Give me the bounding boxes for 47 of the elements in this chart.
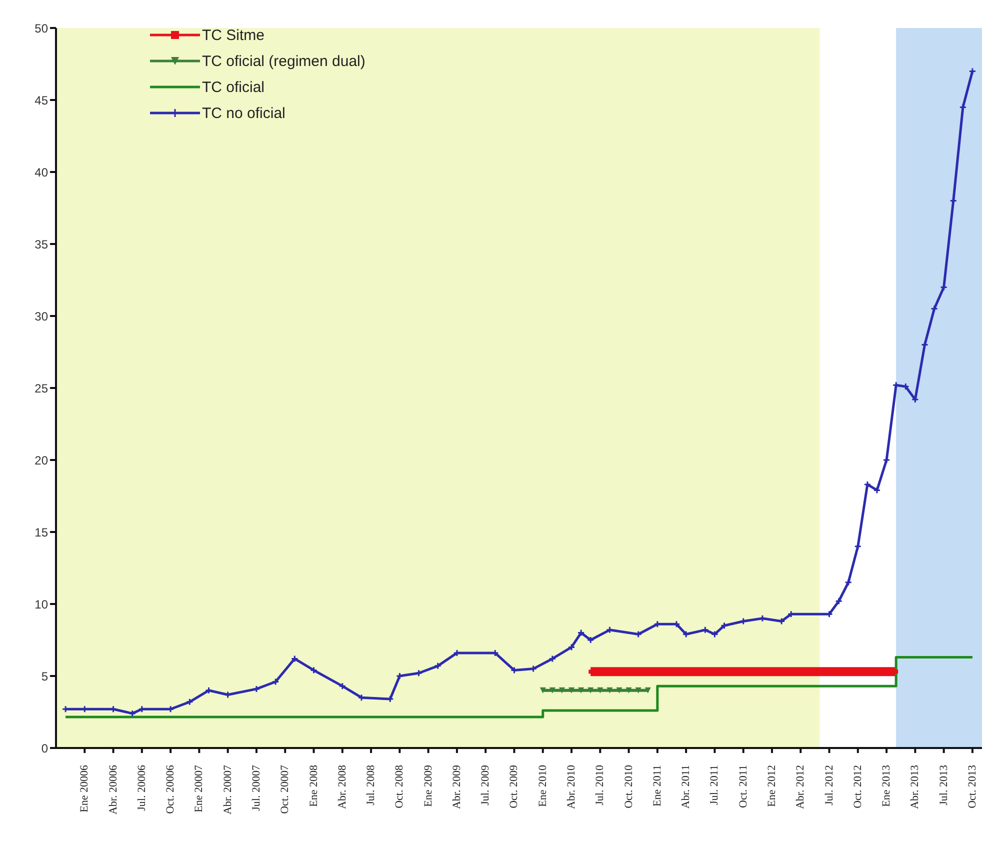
x-tick-label: Oct. 2013 bbox=[966, 764, 978, 808]
y-tick-label: 40 bbox=[34, 165, 48, 180]
x-tick-label: Ene 2012 bbox=[766, 765, 778, 807]
y-tick-label: 35 bbox=[34, 237, 48, 252]
x-tick-label: Jul. 2010 bbox=[594, 764, 606, 806]
y-tick-label: 5 bbox=[41, 669, 48, 684]
x-tick-label: Oct. 2008 bbox=[394, 764, 406, 808]
y-tick-label: 20 bbox=[34, 453, 48, 468]
x-tick-label: Jul. 2009 bbox=[480, 764, 492, 806]
x-tick-label: Abr. 2008 bbox=[336, 764, 348, 809]
x-tick-label: Ene 2013 bbox=[880, 764, 893, 807]
x-tick-label: Abr. 2011 bbox=[680, 765, 692, 809]
y-tick-label: 0 bbox=[41, 741, 48, 756]
y-tick-label: 10 bbox=[34, 597, 48, 612]
x-tick-label: Oct. 2009 bbox=[508, 764, 520, 808]
legend-label: TC oficial (regimen dual) bbox=[202, 52, 366, 70]
legend-label: TC no oficial bbox=[202, 104, 286, 122]
y-tick-label: 50 bbox=[34, 21, 48, 36]
x-tick-label: Ene 20006 bbox=[78, 764, 91, 812]
x-tick-label: Abr. 2010 bbox=[566, 764, 578, 809]
x-tick-label: Ene 2009 bbox=[422, 764, 434, 807]
x-tick-label: Oct. 2010 bbox=[622, 764, 635, 808]
x-tick-label: Oct. 2012 bbox=[852, 765, 864, 808]
y-tick-label: 25 bbox=[34, 381, 48, 396]
x-tick-label: Abr. 2012 bbox=[794, 765, 807, 809]
legend-label: TC oficial bbox=[202, 78, 265, 96]
x-tick-label: Abr. 2013 bbox=[909, 764, 922, 809]
x-tick-label: Jul. 2011 bbox=[708, 765, 721, 805]
y-tick-label: 30 bbox=[34, 309, 48, 324]
x-tick-label: Jul. 2013 bbox=[938, 764, 950, 806]
x-tick-label: Abr. 2009 bbox=[450, 764, 463, 809]
x-tick-label: Jul. 20007 bbox=[250, 764, 262, 811]
legend-label: TC Sitme bbox=[202, 26, 265, 44]
x-tick-label: Abr. 20007 bbox=[222, 764, 234, 814]
x-tick-label: Jul. 2008 bbox=[365, 764, 378, 806]
x-tick-label: Ene 20007 bbox=[193, 764, 206, 812]
y-tick-label: 45 bbox=[34, 93, 48, 108]
x-tick-label: Abr. 20006 bbox=[107, 764, 120, 814]
x-tick-label: Oct. 20006 bbox=[164, 764, 177, 814]
x-tick-label: Jul. 20006 bbox=[136, 764, 148, 811]
x-tick-label: Jul. 2012 bbox=[823, 765, 836, 806]
x-tick-label: Oct. 20007 bbox=[279, 764, 292, 814]
x-tick-label: Ene 2008 bbox=[308, 764, 320, 807]
x-tick-label: Ene 2011 bbox=[651, 765, 664, 806]
x-tick-label: Ene 2010 bbox=[536, 764, 549, 807]
y-tick-label: 15 bbox=[34, 525, 48, 540]
x-tick-label: Oct. 2011 bbox=[737, 765, 750, 808]
